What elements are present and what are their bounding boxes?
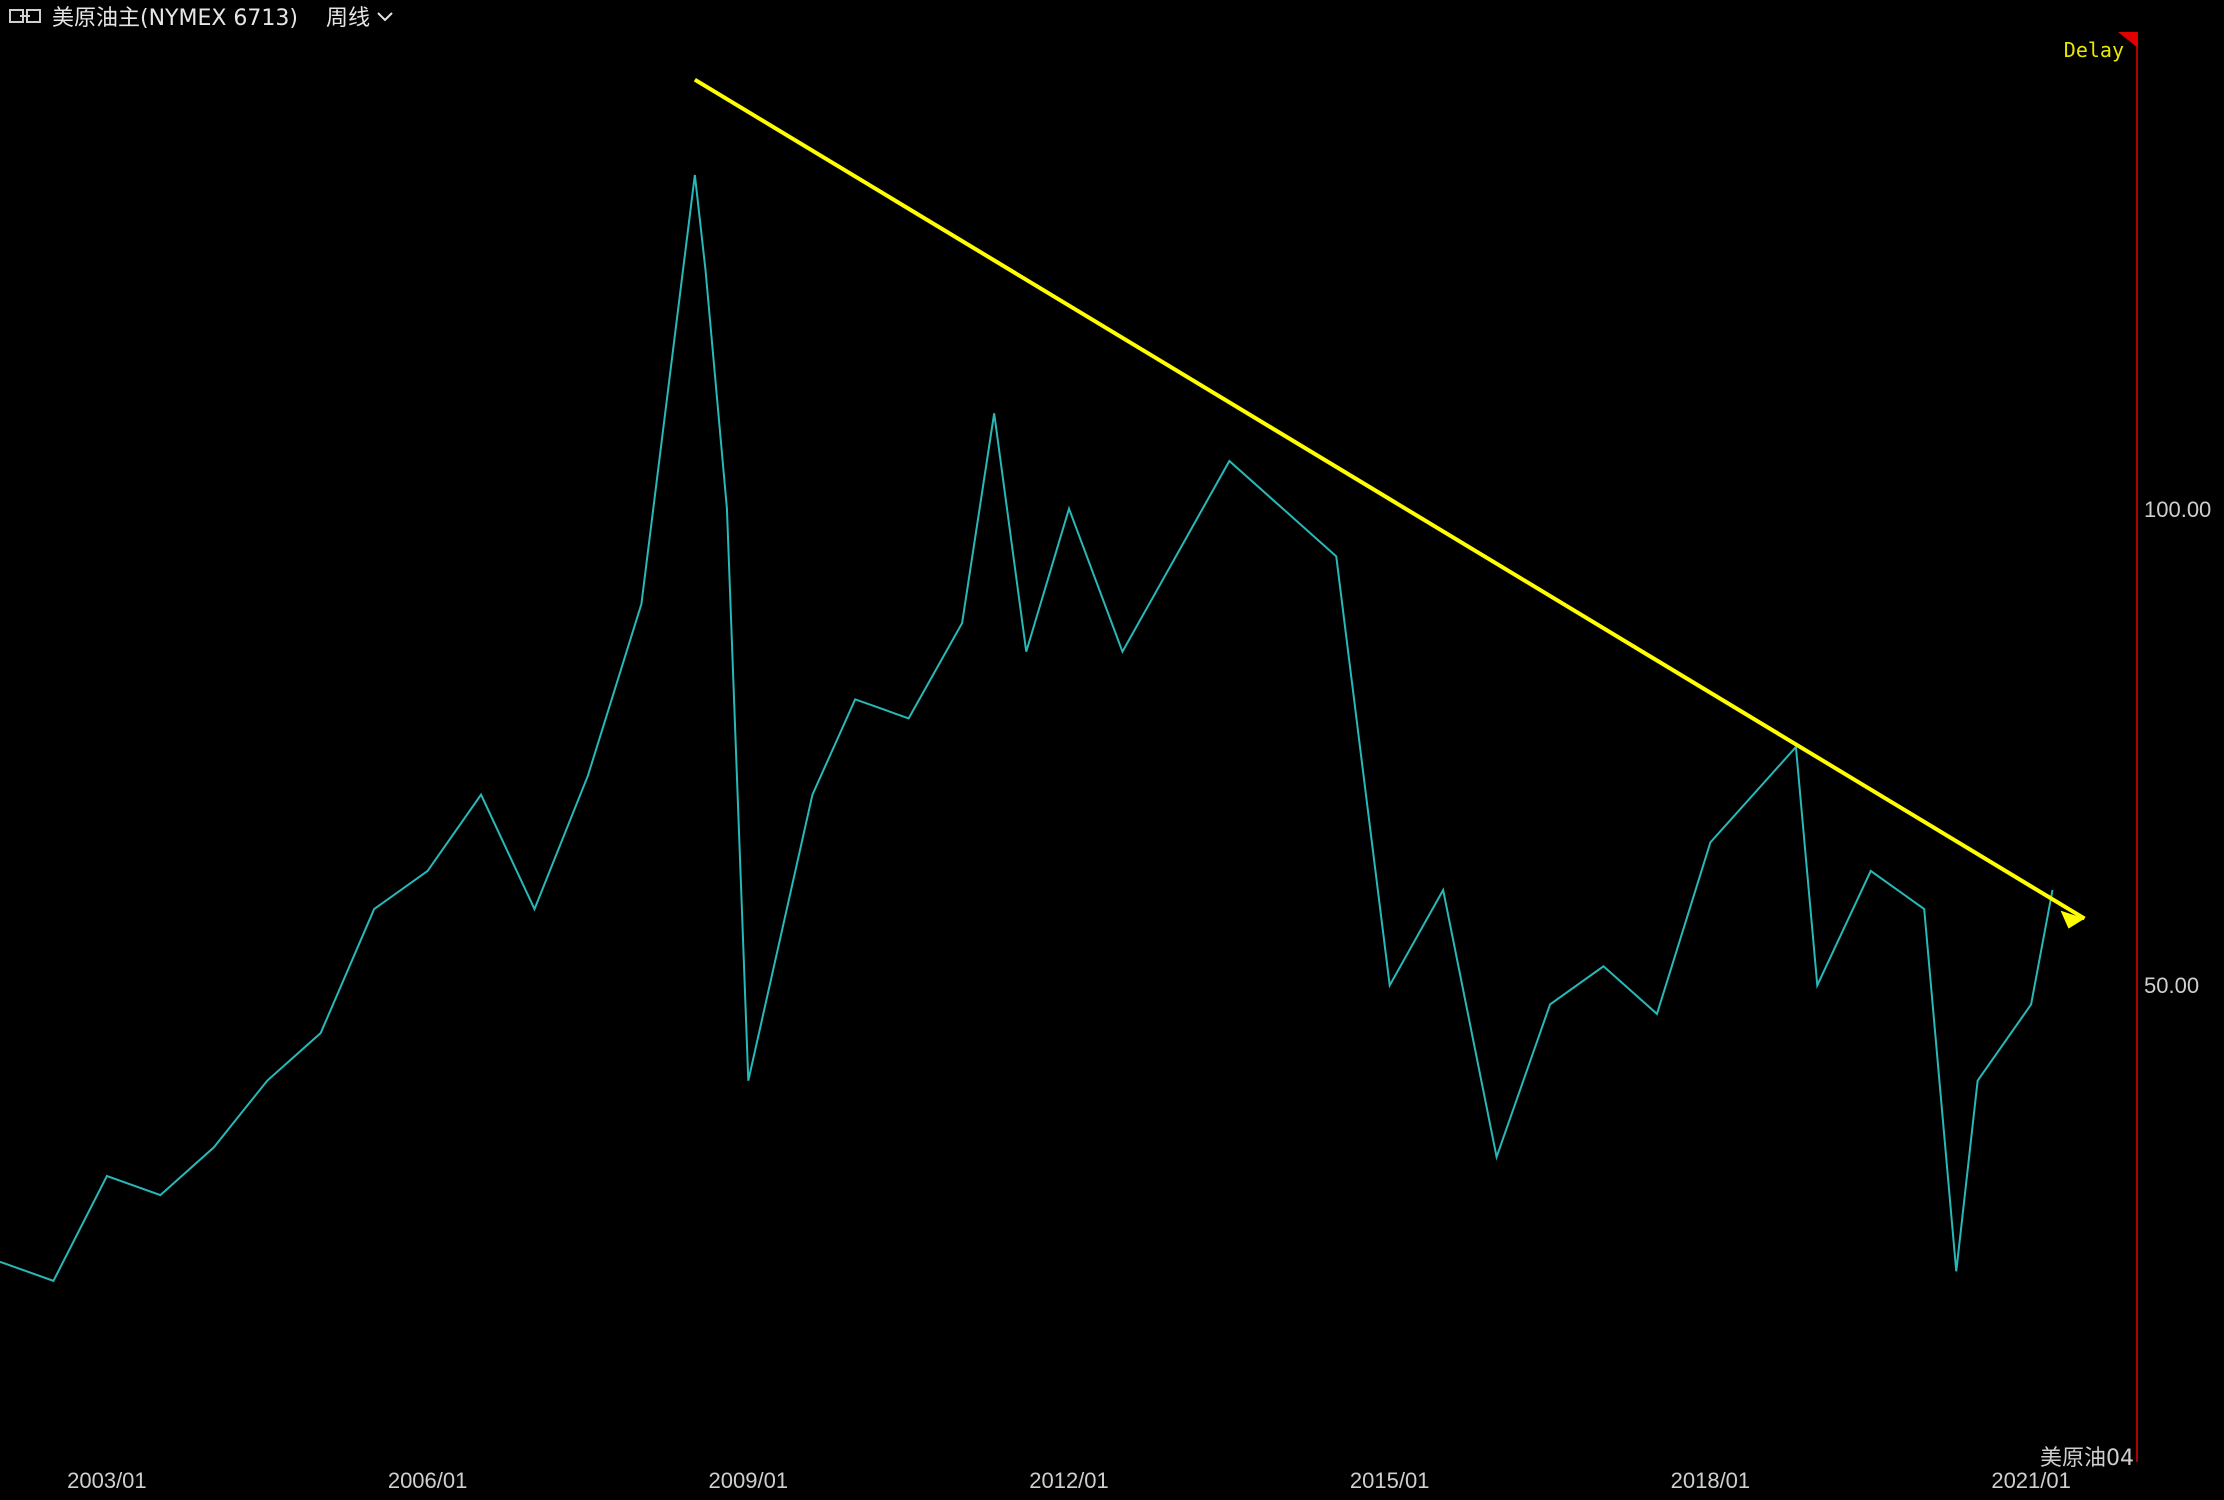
plot-area[interactable] — [0, 32, 2138, 1462]
corner-marker — [2118, 32, 2138, 48]
y-tick-label: 50.00 — [2144, 973, 2200, 999]
y-tick-label: 100.00 — [2144, 496, 2212, 522]
x-tick-label: 2006/01 — [387, 1468, 468, 1493]
trend-line[interactable] — [693, 77, 2086, 921]
chevron-down-icon — [376, 4, 394, 29]
title-bar: 美原油主(NYMEX 6713) 周线 — [0, 0, 2224, 32]
link-icon[interactable] — [8, 6, 42, 26]
x-tick-label: 2018/01 — [1670, 1468, 1751, 1493]
trend-arrowhead — [2060, 910, 2085, 929]
contract-label: 美原油04 — [2040, 1446, 2134, 1471]
price-axis: 100.00 50.00 — [2138, 32, 2224, 1462]
period-label: 周线 — [326, 6, 371, 31]
x-tick-label: 2012/01 — [1029, 1468, 1109, 1493]
x-tick-label: 2021/01 — [1991, 1468, 2071, 1493]
instrument-title: 美原油主(NYMEX 6713) — [52, 6, 298, 31]
price-series — [0, 174, 2054, 1283]
x-tick-label: 2009/01 — [708, 1468, 789, 1493]
price-chart[interactable] — [0, 32, 2138, 1462]
date-axis: 2003/01 2006/01 2009/01 2012/01 2015/01 2018/… — [0, 1462, 2138, 1500]
period-selector[interactable]: 周线 — [326, 0, 394, 32]
x-tick-label: 2015/01 — [1349, 1468, 1430, 1493]
delay-badge: Delay — [2063, 38, 2124, 62]
x-tick-label: 2003/01 — [67, 1468, 147, 1493]
